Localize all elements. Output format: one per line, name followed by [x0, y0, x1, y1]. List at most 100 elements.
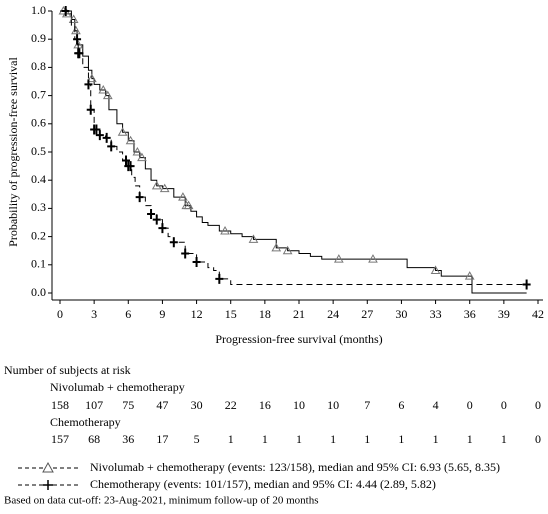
censor-mark — [73, 34, 82, 45]
risk-count: 1 — [364, 432, 370, 446]
risk-count: 0 — [535, 432, 541, 446]
risk-count: 1 — [296, 432, 302, 446]
x-tick-label: 27 — [361, 307, 373, 321]
censor-mark — [126, 161, 135, 172]
y-tick-label: 0.3 — [31, 200, 46, 214]
risk-count: 75 — [122, 398, 134, 412]
risk-count: 7 — [364, 398, 370, 412]
x-tick-label: 42 — [532, 307, 544, 321]
censor-mark — [220, 225, 230, 235]
x-tick-label: 39 — [498, 307, 510, 321]
y-tick-label: 0.0 — [31, 285, 46, 299]
y-tick-label: 0.1 — [31, 257, 46, 271]
risk-count: 10 — [293, 398, 305, 412]
risk-count: 1 — [501, 432, 507, 446]
y-tick-label: 1.0 — [31, 3, 46, 17]
risk-count: 6 — [398, 398, 404, 412]
censor-mark — [169, 237, 178, 248]
risk-count: 157 — [51, 432, 69, 446]
legend-marker — [42, 461, 54, 473]
x-tick-label: 36 — [464, 307, 476, 321]
x-tick-label: 6 — [125, 307, 131, 321]
risk-count: 0 — [501, 398, 507, 412]
x-tick-label: 15 — [225, 307, 237, 321]
legend-label: Nivolumab + chemotherapy (events: 123/15… — [90, 460, 500, 474]
y-tick-label: 0.8 — [31, 59, 46, 73]
risk-count: 17 — [156, 432, 168, 446]
censor-mark — [147, 209, 156, 220]
risk-row-label: Nivolumab + chemotherapy — [50, 380, 185, 394]
censor-mark — [75, 48, 84, 59]
risk-count: 22 — [225, 398, 237, 412]
x-tick-label: 18 — [259, 307, 271, 321]
censor-mark — [333, 254, 344, 263]
y-tick-label: 0.7 — [31, 87, 46, 101]
risk-count: 36 — [122, 432, 134, 446]
risk-count: 1 — [433, 432, 439, 446]
censor-mark — [125, 135, 136, 145]
censor-mark — [159, 183, 170, 193]
y-axis-label: Probability of progression-free survival — [6, 57, 20, 247]
risk-title: Number of subjects at risk — [4, 363, 131, 377]
censor-mark — [132, 146, 143, 156]
risk-count: 47 — [156, 398, 168, 412]
censor-mark — [183, 200, 194, 210]
censor-mark — [95, 130, 104, 141]
risk-count: 10 — [327, 398, 339, 412]
survival-curve — [60, 10, 527, 294]
y-tick-label: 0.9 — [31, 31, 46, 45]
legend-marker — [43, 480, 53, 490]
risk-count: 1 — [262, 432, 268, 446]
censor-mark — [368, 254, 378, 263]
censor-mark — [158, 223, 167, 234]
censor-mark — [84, 79, 93, 90]
risk-count: 107 — [85, 398, 103, 412]
x-tick-label: 3 — [91, 307, 97, 321]
censor-mark — [87, 73, 97, 83]
y-tick-label: 0.5 — [31, 144, 46, 158]
footnote: Based on data cut-off: 23-Aug-2021, mini… — [4, 495, 318, 507]
censor-mark — [122, 155, 131, 166]
censor-mark — [117, 127, 128, 136]
censor-mark — [92, 124, 101, 135]
censor-mark — [151, 180, 162, 190]
censor-mark — [152, 214, 161, 225]
y-tick-label: 0.6 — [31, 116, 46, 130]
x-tick-label: 33 — [430, 307, 442, 321]
censor-mark — [464, 271, 475, 280]
x-tick-label: 0 — [57, 307, 63, 321]
risk-count: 4 — [433, 398, 439, 412]
risk-count: 0 — [467, 398, 473, 412]
censor-mark — [215, 273, 224, 284]
risk-row-label: Chemotherapy — [50, 415, 121, 429]
y-tick-label: 0.4 — [31, 172, 46, 186]
censor-mark — [107, 141, 116, 152]
censor-mark — [271, 242, 282, 252]
x-tick-label: 30 — [395, 307, 407, 321]
censor-mark — [137, 152, 147, 162]
risk-count: 30 — [191, 398, 203, 412]
risk-count: 158 — [51, 398, 69, 412]
censor-mark — [181, 248, 190, 259]
censor-mark — [248, 234, 259, 243]
survival-curve — [60, 10, 527, 286]
censor-mark — [282, 245, 293, 255]
censor-mark — [86, 104, 95, 115]
censor-mark — [178, 192, 188, 201]
censor-mark — [102, 90, 113, 100]
risk-count: 5 — [194, 432, 200, 446]
risk-count: 16 — [259, 398, 271, 412]
censor-mark — [522, 279, 531, 290]
censor-mark — [61, 6, 70, 16]
x-axis-label: Progression-free survival (months) — [215, 332, 382, 346]
x-tick-label: 9 — [159, 307, 165, 321]
legend-label: Chemotherapy (events: 101/157), median a… — [90, 477, 436, 491]
x-tick-label: 21 — [293, 307, 305, 321]
censor-mark — [68, 14, 79, 23]
y-tick-label: 0.2 — [31, 228, 46, 242]
x-tick-label: 24 — [327, 307, 339, 321]
censor-mark — [71, 25, 81, 35]
risk-count: 1 — [228, 432, 234, 446]
risk-count: 0 — [535, 398, 541, 412]
